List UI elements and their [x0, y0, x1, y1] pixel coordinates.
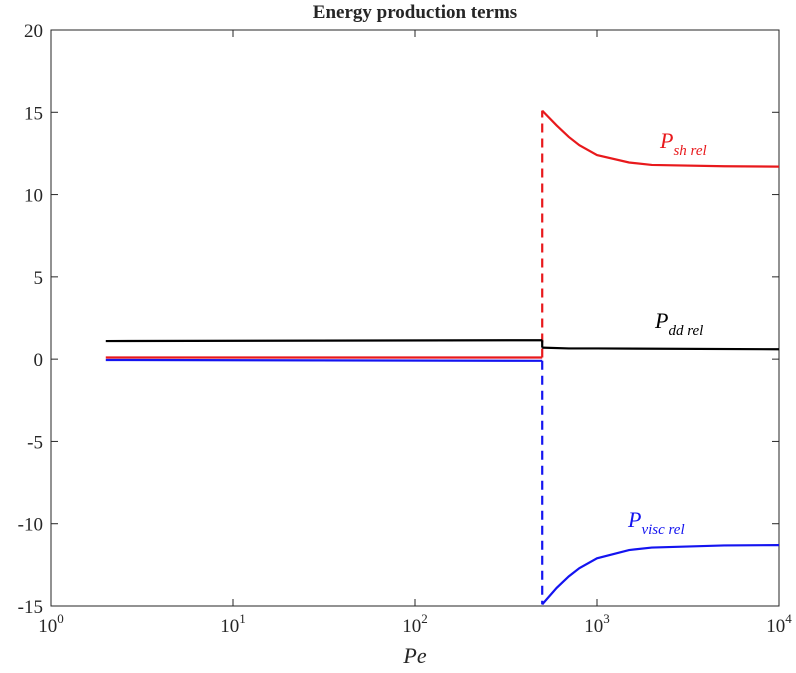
series-line — [541, 544, 780, 606]
tick-base: 10 — [38, 616, 57, 637]
series-label: Pvisc rel — [627, 507, 685, 538]
x-tick-label: 104 — [766, 611, 792, 637]
series-subscript: visc rel — [641, 522, 684, 538]
series-name: P — [654, 308, 668, 333]
series-line — [105, 339, 543, 343]
y-tick-label: -15 — [18, 597, 43, 618]
tick-exponent: 2 — [421, 611, 428, 626]
tick-exponent: 4 — [785, 611, 792, 626]
series-line — [542, 346, 780, 351]
x-axis-label: Pe — [402, 643, 426, 668]
y-tick-label: 20 — [24, 21, 43, 42]
y-tick-label: -10 — [18, 515, 43, 536]
series-label: Psh rel — [659, 128, 707, 159]
y-tick-label: 15 — [24, 103, 43, 124]
plot-frame — [50, 29, 780, 607]
tick-exponent: 1 — [239, 611, 246, 626]
series-line — [541, 109, 780, 168]
tick-base: 10 — [220, 616, 239, 637]
chart-title: Energy production terms — [313, 2, 517, 23]
x-tick-label: 101 — [220, 611, 246, 637]
series-name: P — [627, 507, 641, 532]
series-subscript: sh rel — [673, 143, 706, 159]
tick-exponent: 3 — [603, 611, 610, 626]
series-line — [105, 358, 543, 362]
x-tick-label: 103 — [584, 611, 610, 637]
tick-exponent: 0 — [57, 611, 64, 626]
series-subscript: dd rel — [668, 323, 703, 339]
tick-base: 10 — [402, 616, 421, 637]
y-tick-label: 0 — [34, 350, 44, 371]
series-label: Pdd rel — [654, 308, 703, 339]
x-tick-label: 102 — [402, 611, 428, 637]
series-name: P — [659, 128, 673, 153]
y-tick-label: -5 — [27, 432, 43, 453]
tick-base: 10 — [766, 616, 785, 637]
y-tick-label: 10 — [24, 186, 43, 207]
y-tick-label: 5 — [34, 268, 44, 289]
x-tick-label: 100 — [38, 611, 64, 637]
tick-base: 10 — [584, 616, 603, 637]
